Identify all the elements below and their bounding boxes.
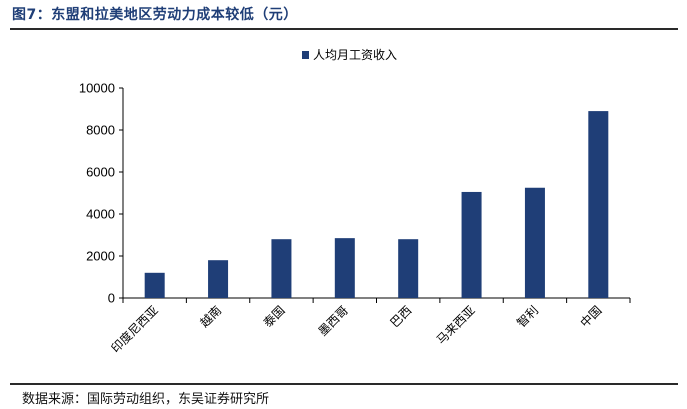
x-tick-label: 印度尼西亚 — [108, 303, 161, 356]
y-tick-label: 10000 — [79, 81, 115, 96]
y-tick-label: 2000 — [86, 249, 115, 264]
x-axis: 印度尼西亚 越南 泰国 墨西哥 巴西 马来西亚 智利 中国 — [108, 297, 631, 356]
legend-label: 人均月工资收入 — [313, 48, 397, 62]
chart-legend: 人均月工资收入 — [302, 48, 397, 62]
x-tick-label: 中国 — [577, 303, 605, 331]
y-tick-label: 6000 — [86, 165, 115, 180]
x-tick-label: 泰国 — [261, 303, 288, 330]
y-tick-label: 0 — [108, 291, 115, 306]
figure-title: 图7：东盟和拉美地区劳动力成本较低（元） — [12, 7, 298, 23]
y-tick-label: 8000 — [86, 123, 115, 138]
bar — [334, 238, 355, 298]
bar — [461, 191, 482, 298]
bar — [524, 187, 545, 298]
bar — [144, 272, 165, 298]
x-tick-label: 巴西 — [387, 303, 414, 330]
bar-series — [144, 111, 609, 298]
x-tick-label: 越南 — [197, 303, 225, 331]
x-tick-label: 马来西亚 — [434, 303, 478, 347]
source-note: 数据来源：国际劳动组织，东吴证券研究所 — [22, 392, 270, 407]
x-tick-label: 智利 — [513, 303, 541, 331]
bar — [588, 111, 609, 298]
y-axis: 0 2000 4000 6000 8000 10000 — [79, 81, 124, 306]
bottom-rule — [10, 383, 678, 385]
x-tick-label: 墨西哥 — [316, 303, 351, 338]
y-tick-label: 4000 — [86, 207, 115, 222]
top-rule — [10, 28, 678, 30]
bar — [398, 239, 419, 298]
legend-swatch — [302, 51, 309, 59]
bar — [271, 239, 292, 298]
bar — [208, 260, 229, 298]
